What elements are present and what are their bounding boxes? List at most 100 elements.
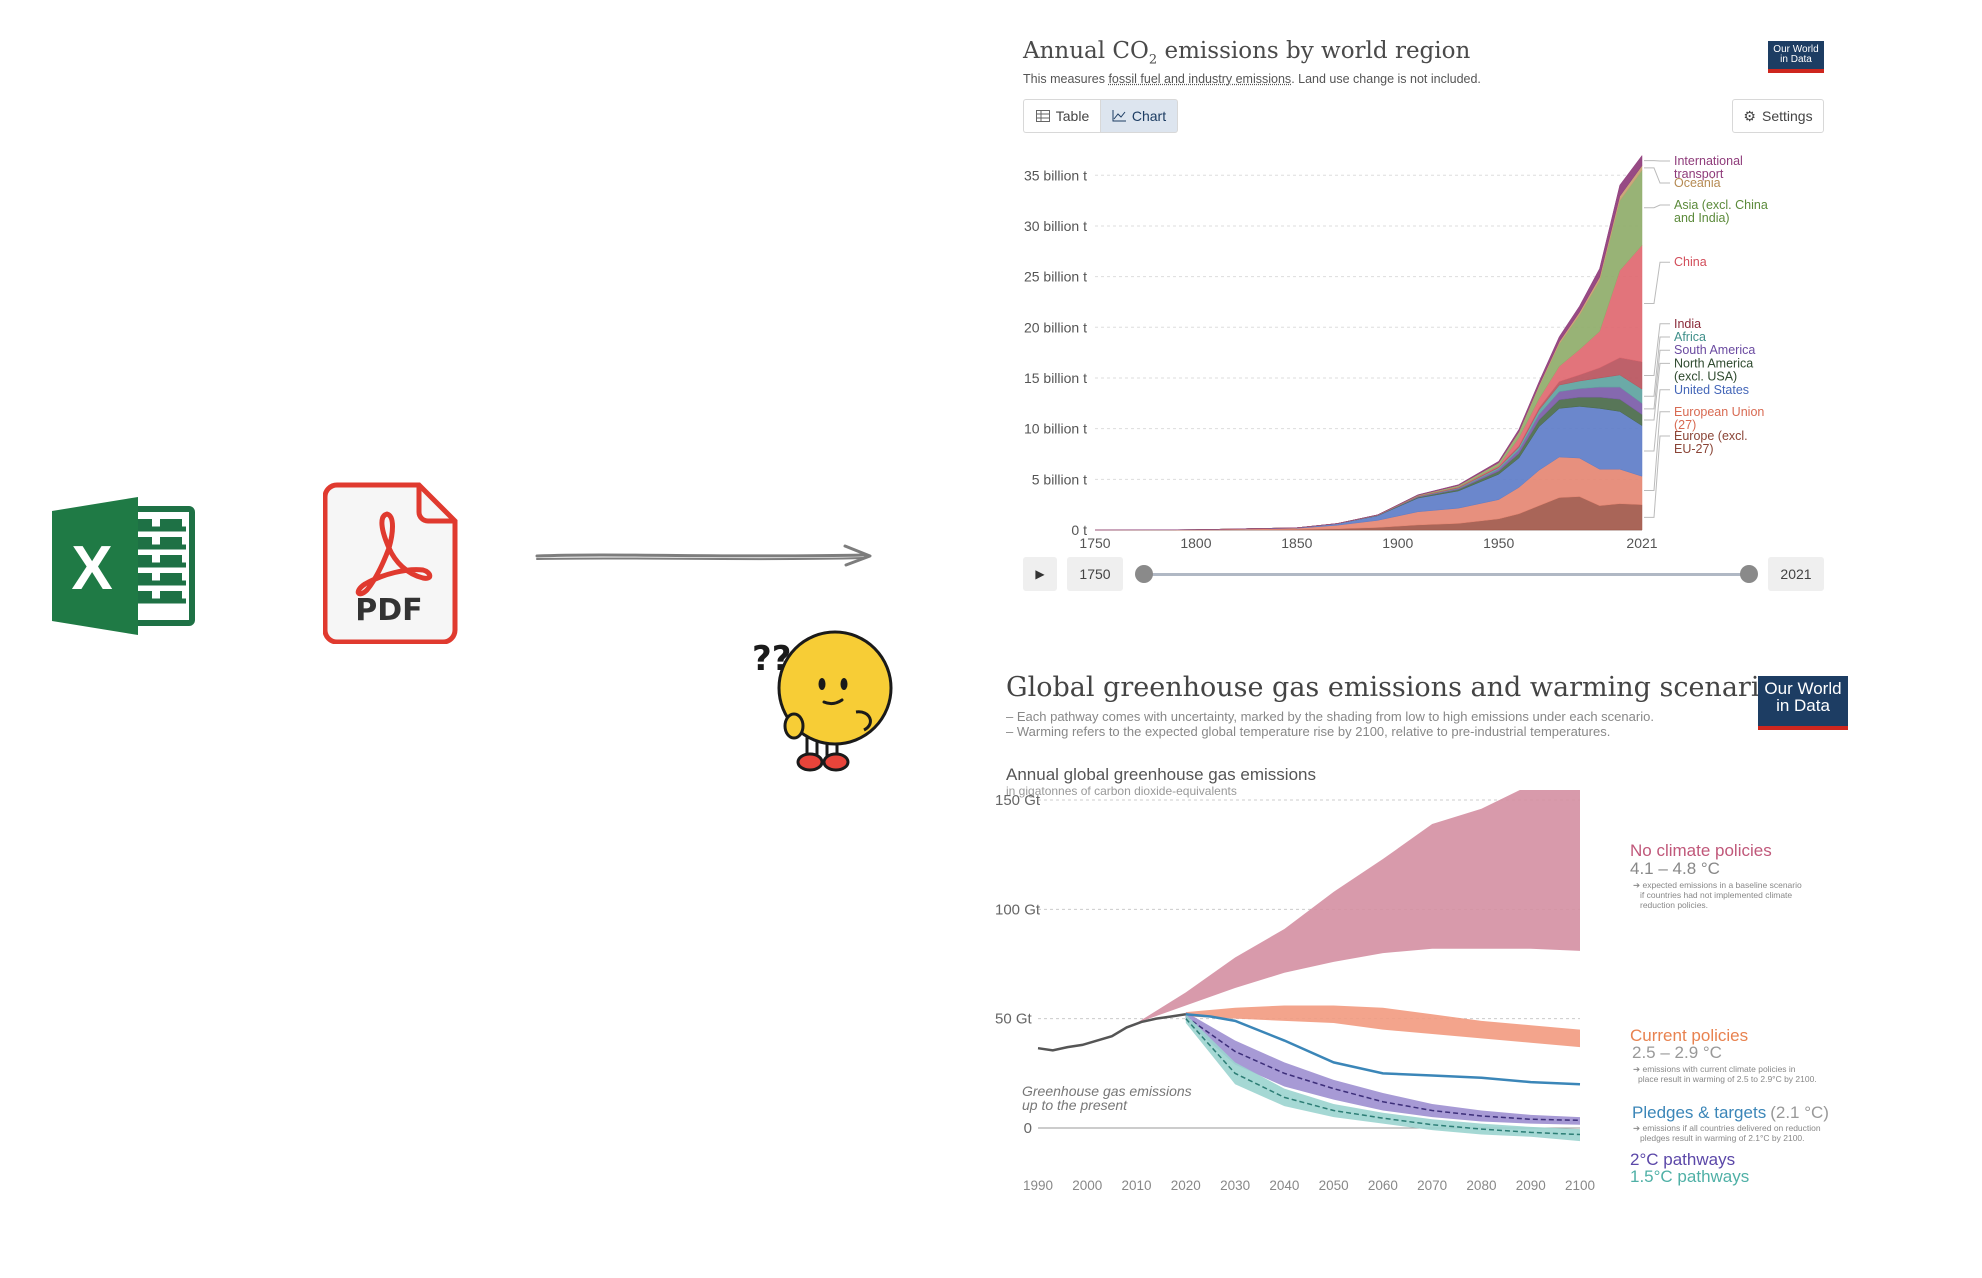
legend-north-america-excl-usa: North America (excl. USA) — [1674, 356, 1753, 383]
excel-icon: X — [52, 497, 195, 635]
chart2-note-2: – Warming refers to the expected global … — [1006, 724, 1611, 739]
note-no-policy: ➔ expected emissions in a baseline scena… — [1633, 880, 1802, 910]
excel-letter: X — [71, 534, 112, 603]
legend-leader — [1644, 435, 1670, 518]
y-tick-label: 15 billion t — [1024, 370, 1087, 386]
timeline-handle-start[interactable] — [1135, 565, 1153, 583]
chart2-axis-subtitle: in gigatonnes of carbon dioxide-equivale… — [1006, 784, 1237, 798]
legend-leader — [1644, 323, 1670, 376]
temp-no-climate-policies: 4.1 – 4.8 °C — [1630, 859, 1720, 878]
x-tick-label: 1800 — [1180, 535, 1211, 551]
chart2-note-1: – Each pathway comes with uncertainty, m… — [1006, 709, 1654, 724]
legend-south-america: South America — [1674, 343, 1755, 357]
subtitle-link[interactable]: fossil fuel and industry emissions — [1108, 72, 1292, 86]
note-current-policies: ➔ emissions with current climate policie… — [1633, 1064, 1817, 1084]
history-label: Greenhouse gas emissions up to the prese… — [1022, 1083, 1192, 1113]
y-tick-label: 100 Gt — [995, 901, 1041, 918]
chart-icon — [1112, 110, 1126, 122]
svg-text:up to the present: up to the present — [1022, 1097, 1128, 1113]
y-tick-label: 150 Gt — [995, 792, 1041, 809]
history-line — [1037, 1013, 1187, 1052]
tab-table[interactable]: Table — [1023, 99, 1101, 133]
legend-china: China — [1674, 255, 1707, 269]
x-tick-label: 2030 — [1220, 1178, 1250, 1193]
timeline-track[interactable] — [1144, 573, 1750, 576]
median-2-c-pathways — [1185, 1015, 1581, 1122]
x-tick-label: 2040 — [1269, 1178, 1299, 1193]
band-current-policies — [1185, 1005, 1580, 1048]
settings-button[interactable]: ⚙ Settings — [1732, 99, 1824, 133]
x-tick-label: 2070 — [1417, 1178, 1447, 1193]
label-2c-pathways: 2°C pathways — [1630, 1150, 1735, 1169]
slider-start-label: 1750 — [1067, 557, 1123, 591]
y-tick-label: 25 billion t — [1024, 269, 1087, 285]
timeline-handle-end[interactable] — [1740, 565, 1758, 583]
label-pledges-targets: Pledges & targets (2.1 °C) — [1632, 1103, 1829, 1122]
label-current-policies: Current policies — [1630, 1026, 1748, 1045]
chart2-axis-title: Annual global greenhouse gas emissions — [1006, 765, 1316, 784]
legend-leader — [1644, 167, 1670, 184]
legend-european-union-27: European Union (27) — [1674, 405, 1764, 432]
gear-icon: ⚙ — [1743, 107, 1756, 124]
y-tick-label: 20 billion t — [1024, 319, 1087, 335]
slider-end-label: 2021 — [1768, 557, 1824, 591]
ghg-scenarios-chart: 0 50 Gt 100 Gt 150 Gt 1990 2000 2010 2020 2030 20… — [995, 790, 1829, 1193]
chart2-title: Global greenhouse gas emissions and warm… — [1006, 672, 1790, 703]
legend-asia-excl-china-and-india: Asia (excl. China and India) — [1674, 198, 1768, 225]
line-pledges-targets — [1185, 1013, 1581, 1086]
y-tick-label: 0 — [1024, 1120, 1032, 1137]
legend-leader — [1644, 336, 1670, 397]
x-tick-label: 2020 — [1171, 1178, 1201, 1193]
chart1-title: Annual CO2 emissions by world region — [1023, 38, 1471, 68]
y-tick-label: 35 billion t — [1024, 167, 1087, 183]
legend-international-transport: International transport — [1674, 154, 1743, 181]
legend-india: India — [1674, 317, 1701, 331]
x-tick-label: 1850 — [1281, 535, 1312, 551]
legend-leader — [1644, 261, 1670, 304]
y-tick-label: 0 t — [1071, 522, 1087, 538]
legend-leader — [1644, 389, 1670, 452]
x-tick-label: 2050 — [1319, 1178, 1349, 1193]
x-tick-label: 2100 — [1565, 1178, 1595, 1193]
legend-leader — [1644, 349, 1670, 410]
co2-stacked-area-chart: 0 t 5 billion t 10 billion t 15 billion t 20… — [1024, 154, 1768, 551]
confused-emoji-mascot: ?? — [752, 630, 893, 772]
legend-europe-excl-eu-27: Europe (excl. EU-27) — [1674, 429, 1748, 456]
x-tick-label: 2080 — [1466, 1178, 1496, 1193]
label-15c-pathways: 1.5°C pathways — [1630, 1167, 1749, 1186]
table-icon — [1035, 110, 1050, 122]
x-tick-label: 1990 — [1023, 1178, 1053, 1193]
area-international-transport — [1094, 154, 1643, 531]
legend-leader — [1644, 204, 1670, 209]
x-tick-label: 2090 — [1516, 1178, 1546, 1193]
y-tick-label: 50 Gt — [995, 1011, 1033, 1028]
play-icon: ▶ — [1035, 567, 1045, 581]
legend-united-states: United States — [1674, 383, 1749, 397]
legend-leader — [1644, 362, 1670, 421]
band-no-climate-policies — [1136, 790, 1580, 1024]
x-tick-label: 2010 — [1122, 1178, 1152, 1193]
legend-oceania: Oceania — [1674, 176, 1721, 190]
tab-chart[interactable]: Chart — [1100, 99, 1178, 133]
legend-leader — [1644, 411, 1670, 491]
x-tick-label: 2060 — [1368, 1178, 1398, 1193]
x-tick-label: 2021 — [1626, 535, 1657, 551]
right-arrow — [535, 544, 872, 567]
play-button[interactable]: ▶ — [1023, 557, 1057, 591]
x-tick-label: 1750 — [1079, 535, 1110, 551]
note-pledges: ➔ emissions if all countries delivered o… — [1633, 1123, 1821, 1143]
y-tick-label: 10 billion t — [1024, 421, 1087, 437]
median-1-5-c-pathways — [1185, 1018, 1581, 1136]
owid-logo-2[interactable]: Our World in Data — [1758, 676, 1848, 730]
pdf-label: PDF — [355, 593, 422, 628]
y-tick-label: 5 billion t — [1032, 471, 1087, 487]
pdf-icon: PDF — [323, 482, 458, 644]
y-tick-label: 30 billion t — [1024, 218, 1087, 234]
svg-text:Greenhouse gas emissions: Greenhouse gas emissions — [1022, 1083, 1192, 1099]
legend-africa: Africa — [1674, 330, 1706, 344]
x-tick-label: 2000 — [1072, 1178, 1102, 1193]
band-1-5-c-pathways — [1185, 1014, 1580, 1142]
x-tick-label: 1900 — [1382, 535, 1413, 551]
owid-logo[interactable]: Our World in Data — [1768, 41, 1824, 73]
chart1-subtitle: This measures fossil fuel and industry e… — [1023, 72, 1481, 86]
